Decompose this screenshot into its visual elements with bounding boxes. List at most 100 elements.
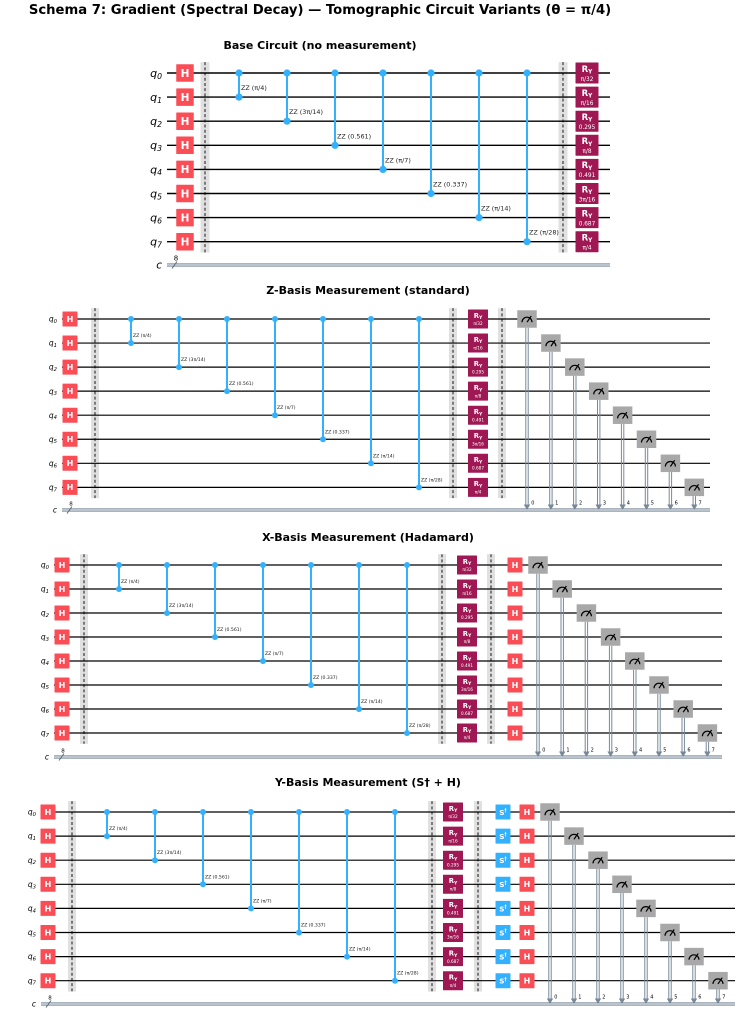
h-gate-label: H <box>67 315 74 324</box>
zz-gate-q0-q6: ZZ (π/14) <box>475 69 511 222</box>
zz-angle-label: ZZ (π/14) <box>361 699 383 705</box>
zz-angle-label: ZZ (π/28) <box>409 723 431 729</box>
ry-angle-label: π/4 <box>582 246 591 252</box>
meter-arc-icon <box>640 436 653 443</box>
h-gate-label: H <box>59 609 66 618</box>
classical-bit-index: 4 <box>627 501 630 507</box>
zz-angle-label: ZZ (π/7) <box>265 651 284 657</box>
h-gate-q5: H <box>62 431 78 447</box>
ry-gate-q7: RYπ/4 <box>575 231 599 253</box>
meter-needle-icon <box>634 657 640 665</box>
h-gate-label: H <box>59 633 66 642</box>
meter-arc-icon <box>580 610 592 617</box>
qubit-label-1: q1 <box>49 339 57 349</box>
zz-angle-label: ZZ (π/7) <box>385 156 411 164</box>
zz-gate-q0-q6: ZZ (π/14) <box>344 809 371 960</box>
gate-label: H <box>512 681 519 690</box>
h-gate-q3: H <box>40 876 56 892</box>
meter-needle-icon <box>537 561 543 569</box>
measure-gate-q0: 0 <box>517 310 537 510</box>
measure-arrow-icon <box>607 751 614 757</box>
meter-needle-icon <box>669 459 676 467</box>
ry-gate-q1: RYπ/16 <box>575 86 599 108</box>
classical-wire: 8 <box>62 502 710 514</box>
ry-gate-label: RY <box>474 360 483 369</box>
ry-angle-label: π/8 <box>475 393 482 398</box>
ry-angle-label: π/4 <box>475 490 482 495</box>
h-gate-label: H <box>45 928 52 937</box>
ry-angle-label: 0.491 <box>447 911 459 916</box>
zz-gate-q0-q4: ZZ (π/7) <box>379 69 411 173</box>
zz-angle-label: ZZ (0.561) <box>337 132 371 140</box>
ry-angle-label: 0.295 <box>461 615 473 620</box>
post-h-gate-q7: H <box>507 725 523 741</box>
h-gate-q3: H <box>176 136 194 155</box>
gate-label: H <box>512 729 519 738</box>
barrier <box>487 554 495 744</box>
qubit-label-0: q0 <box>41 561 50 571</box>
measure-gate-q7: 7 <box>697 724 718 757</box>
zz-gate-q0-q7: ZZ (π/28) <box>404 562 431 736</box>
qubit-label-1: q1 <box>41 585 49 595</box>
gate-label: H <box>524 856 531 865</box>
classical-wire: 8 <box>167 255 610 269</box>
barrier <box>200 62 210 253</box>
h-gate-q4: H <box>40 900 56 916</box>
zz-gate-q0-q5: ZZ (0.337) <box>296 809 326 936</box>
ry-gate-q4: RY0.491 <box>575 158 599 180</box>
classical-bit-index: 1 <box>566 748 569 754</box>
post-h-gate-q1: H <box>507 581 523 597</box>
meter-needle-icon <box>658 681 664 689</box>
qubit-label-4: q4 <box>41 657 49 667</box>
zz-angle-label: ZZ (π/14) <box>349 947 371 953</box>
zz-angle-label: ZZ (3π/14) <box>169 603 194 609</box>
h-gate-q1: H <box>62 335 78 351</box>
h-gate-q2: H <box>62 359 78 375</box>
ry-gate-q6: RY0.687 <box>443 947 463 967</box>
post-h-gate-q3: H <box>507 629 523 645</box>
zz-angle-label: ZZ (0.337) <box>325 429 350 435</box>
ry-gate-label: RY <box>463 726 472 735</box>
gate-label: H <box>512 633 519 642</box>
sdg-gate-q4: S† <box>495 900 511 916</box>
measure-gate-q0: 0 <box>528 556 548 757</box>
meter-needle-icon <box>598 387 604 395</box>
meter-arc-icon <box>545 340 557 347</box>
qubit-label-6: q6 <box>49 459 58 469</box>
zz-angle-label: ZZ (π/28) <box>529 229 559 237</box>
circuit-y: 8 c q0 q1 q2 q3 q4 q5 q6 q7 H H H H H H H H ZZ (π/4) ZZ (3π… <box>28 801 735 1009</box>
measure-gate-q7: 7 <box>708 971 728 1004</box>
measure-gate-q4: 4 <box>612 406 633 510</box>
qubit-label-6: q6 <box>150 211 162 225</box>
post-h-gate-q5: H <box>507 677 523 693</box>
gate-label: H <box>524 808 531 817</box>
meter-arc-icon <box>664 930 676 936</box>
measure-arrow-icon <box>534 751 542 757</box>
h-gate-label: H <box>45 880 52 889</box>
ry-gate-label: RY <box>474 456 483 465</box>
ry-angle-label: π/16 <box>448 838 458 843</box>
meter-needle-icon <box>669 929 675 937</box>
gate-label: S† <box>499 928 507 937</box>
h-gate-q3: H <box>54 629 70 645</box>
meter-needle-icon <box>682 705 688 713</box>
ry-angle-label: 3π/16 <box>579 197 596 203</box>
barrier <box>438 554 446 744</box>
zz-angle-label: ZZ (π/4) <box>121 579 140 585</box>
zz-gate-q0-q4: ZZ (π/7) <box>260 562 284 664</box>
ry-gate-q3: RYπ/8 <box>443 874 463 894</box>
classical-bit-index: 7 <box>699 501 702 507</box>
measure-arrow-icon <box>523 504 531 510</box>
ry-gate-label: RY <box>449 805 458 814</box>
meter-needle-icon <box>550 339 556 347</box>
gate-label: S† <box>499 880 507 889</box>
h-gate-q7: H <box>62 479 78 495</box>
classical-bit-index: 2 <box>579 501 582 507</box>
sdg-gate-q3: S† <box>495 876 511 892</box>
classical-bit-index: 1 <box>578 995 581 1001</box>
sdg-gate-q7: S† <box>495 973 511 989</box>
gate-label: S† <box>499 808 507 817</box>
